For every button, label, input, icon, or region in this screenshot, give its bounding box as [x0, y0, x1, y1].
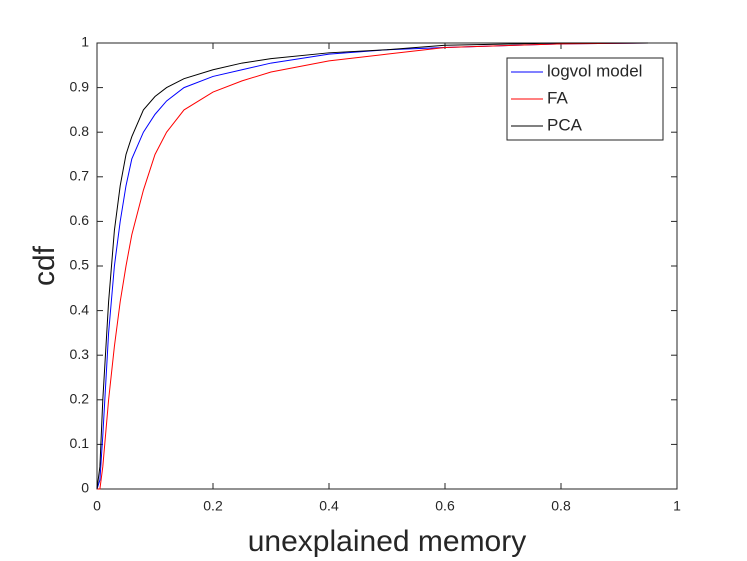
line-series — [96, 42, 648, 490]
y-tick-label: 0.7 — [70, 168, 90, 184]
x-tick-label: 0.8 — [551, 498, 571, 514]
x-tick-label: 1 — [673, 498, 681, 514]
y-tick-label: 0.5 — [70, 257, 90, 273]
y-tick-label: 0.8 — [70, 123, 90, 139]
x-tick-label: 0.4 — [319, 498, 339, 514]
x-tick-label: 0.2 — [203, 498, 223, 514]
legend-label: PCA — [547, 115, 583, 134]
line-series — [97, 42, 649, 490]
y-tick-label: 0.3 — [70, 346, 90, 362]
legend-label: logvol model — [547, 61, 642, 80]
x-tick-label: 0 — [93, 498, 101, 514]
x-tick-label: 0.6 — [435, 498, 455, 514]
y-tick-label: 0.1 — [70, 435, 90, 451]
legend-label: FA — [547, 88, 568, 107]
y-tick-label: 0.6 — [70, 212, 90, 228]
y-tick-label: 0.9 — [70, 78, 90, 94]
x-axis-label: unexplained memory — [248, 525, 526, 558]
y-tick-label: 0.4 — [70, 301, 90, 317]
y-tick-label: 0 — [81, 480, 89, 496]
y-axis-label: cdf — [28, 245, 61, 286]
y-tick-label: 0.2 — [70, 391, 90, 407]
y-tick-label: 1 — [81, 34, 89, 50]
